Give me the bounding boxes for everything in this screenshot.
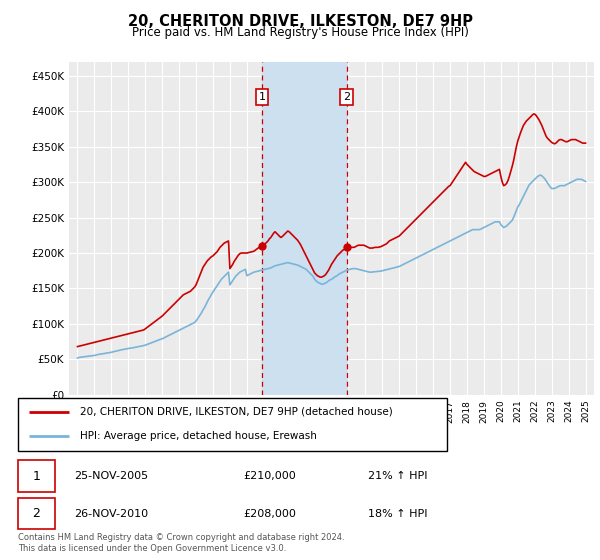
Text: 26-NOV-2010: 26-NOV-2010 — [74, 509, 149, 519]
Text: HPI: Average price, detached house, Erewash: HPI: Average price, detached house, Erew… — [80, 431, 317, 441]
Text: 2: 2 — [343, 92, 350, 102]
Text: 1: 1 — [32, 469, 40, 483]
Text: Contains HM Land Registry data © Crown copyright and database right 2024.
This d: Contains HM Land Registry data © Crown c… — [18, 533, 344, 553]
Text: 1: 1 — [259, 92, 266, 102]
Text: 21% ↑ HPI: 21% ↑ HPI — [368, 471, 427, 481]
Bar — [262, 62, 347, 395]
Text: 25-NOV-2005: 25-NOV-2005 — [74, 471, 149, 481]
Text: Price paid vs. HM Land Registry's House Price Index (HPI): Price paid vs. HM Land Registry's House … — [131, 26, 469, 39]
Text: 20, CHERITON DRIVE, ILKESTON, DE7 9HP (detached house): 20, CHERITON DRIVE, ILKESTON, DE7 9HP (d… — [80, 407, 393, 417]
FancyBboxPatch shape — [18, 460, 55, 492]
Text: £210,000: £210,000 — [244, 471, 296, 481]
FancyBboxPatch shape — [18, 498, 55, 529]
Text: £208,000: £208,000 — [244, 509, 296, 519]
Text: 20, CHERITON DRIVE, ILKESTON, DE7 9HP: 20, CHERITON DRIVE, ILKESTON, DE7 9HP — [128, 14, 473, 29]
Text: 18% ↑ HPI: 18% ↑ HPI — [368, 509, 427, 519]
Text: 2: 2 — [32, 507, 40, 520]
FancyBboxPatch shape — [18, 398, 446, 451]
